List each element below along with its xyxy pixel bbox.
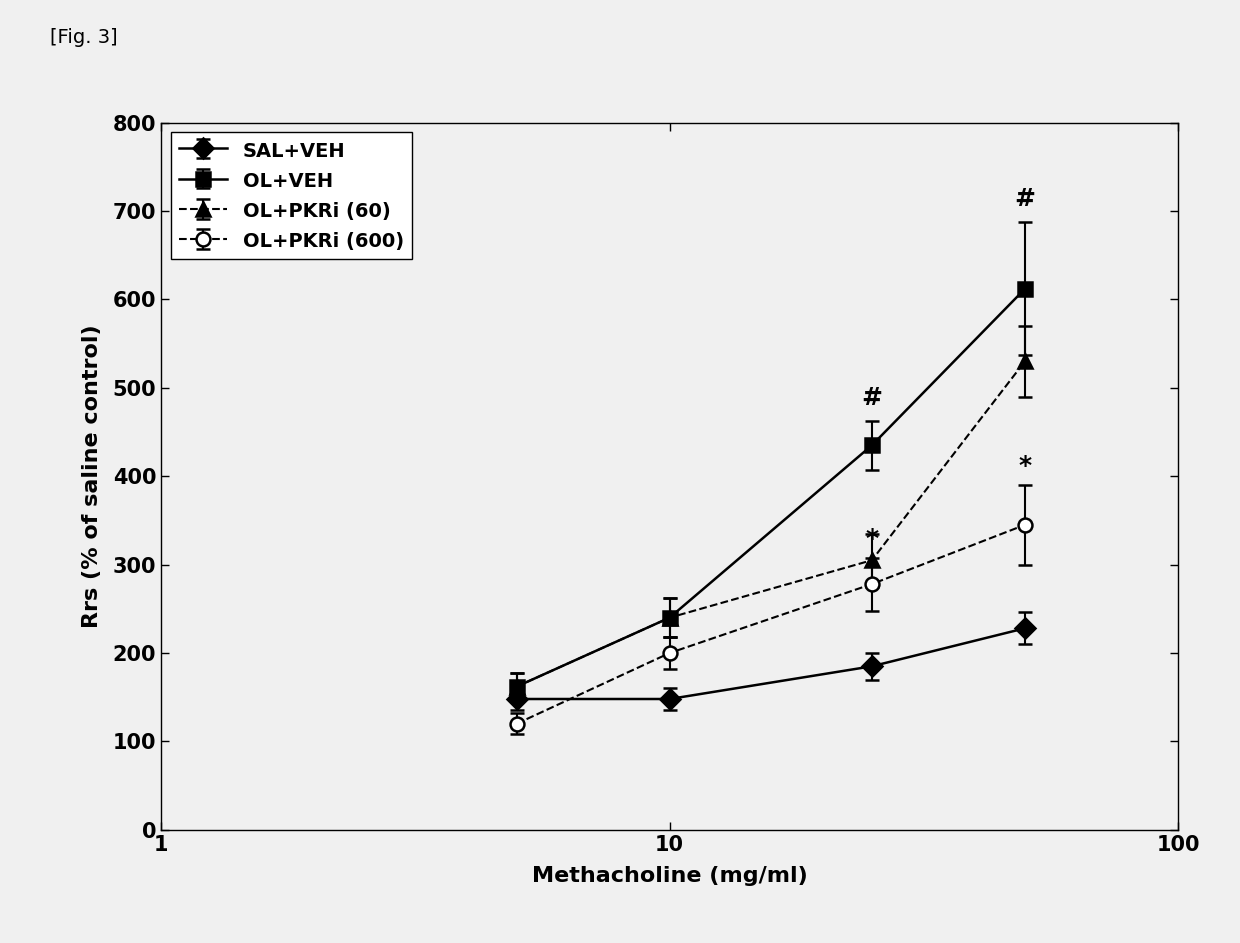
Text: [Fig. 3]: [Fig. 3] — [50, 28, 118, 47]
X-axis label: Methacholine (mg/ml): Methacholine (mg/ml) — [532, 866, 807, 885]
Text: #: # — [862, 386, 883, 410]
Text: *: * — [866, 527, 878, 552]
Text: *: * — [1018, 454, 1032, 478]
Legend: SAL+VEH, OL+VEH, OL+PKRi (60), OL+PKRi (600): SAL+VEH, OL+VEH, OL+PKRi (60), OL+PKRi (… — [171, 132, 412, 259]
Text: #: # — [1014, 187, 1035, 211]
Y-axis label: Rrs (% of saline control): Rrs (% of saline control) — [82, 324, 102, 628]
